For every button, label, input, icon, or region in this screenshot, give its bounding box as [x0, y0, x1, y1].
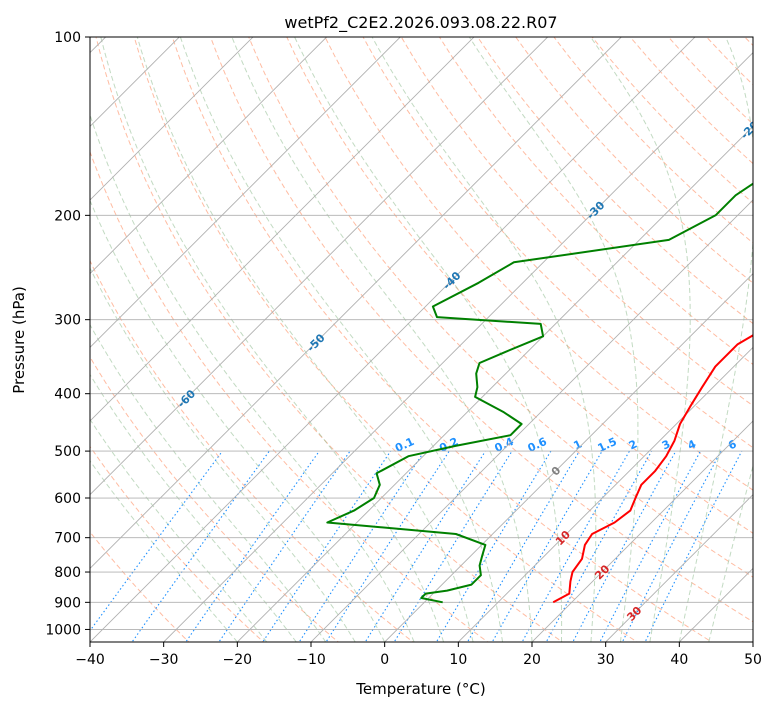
mixing-ratio-line [621, 450, 722, 642]
moist-adiabat-line [136, 37, 474, 642]
x-tick-label: −30 [149, 652, 179, 668]
dry-adiabat-line [90, 356, 339, 642]
moist-adiabat-line [294, 37, 563, 642]
isotherm-gridline [457, 346, 753, 642]
y-axis-ticks: 100 200 300 400 500 600 700 800 900 1000 [45, 30, 90, 638]
x-tick-label: 40 [670, 652, 688, 668]
mixing-ratio-line [466, 450, 580, 642]
isotherm-gridline [310, 199, 753, 642]
mixing-ratio-line [90, 450, 223, 632]
mixing-ratio-line [131, 450, 270, 642]
isotherm-gridline [90, 37, 254, 201]
isotherm-gridline [90, 37, 328, 275]
x-tick-label: −40 [75, 652, 105, 668]
mixing-ratio-line [325, 450, 450, 642]
mixing-ratio-line [393, 450, 513, 642]
y-tick-label: 200 [54, 208, 81, 224]
moist-adiabat-line [90, 373, 297, 642]
moist-adiabat-line [371, 37, 597, 642]
moist-adiabat-line [678, 37, 753, 642]
moist-adiabat-line [90, 460, 238, 642]
isotherm-gridline [90, 37, 549, 496]
series-layer [326, 182, 753, 604]
mixing-ratio-line [262, 450, 392, 642]
isotherm-gridline [163, 52, 753, 642]
x-axis-ticks: −40 −30 −20 −10 0 10 20 30 40 50 [75, 642, 762, 668]
isotherm-gridline [90, 37, 696, 642]
y-tick-label: 1000 [45, 622, 81, 638]
y-tick-label: 400 [54, 387, 81, 403]
moist-adiabat-line [590, 37, 691, 642]
isotherm-gridline [531, 420, 753, 642]
y-tick-label: 500 [54, 444, 81, 460]
mixing-ratio-line [364, 450, 486, 642]
x-axis-title: Temperature (°C) [355, 680, 485, 698]
y-tick-label: 900 [54, 595, 81, 611]
isotherm-gridline [90, 37, 401, 348]
moist-adiabat-line [90, 199, 386, 642]
x-tick-label: 0 [380, 652, 389, 668]
y-tick-label: 100 [54, 30, 81, 46]
mixing-ratio-line [298, 450, 425, 642]
dry-adiabat-line [362, 37, 753, 449]
x-tick-label: 20 [523, 652, 541, 668]
chart-title: wetPf2_C2E2.2026.093.08.22.R07 [284, 13, 557, 33]
grid-layer [90, 37, 753, 642]
y-tick-label: 800 [54, 565, 81, 581]
isotherm-gridline [90, 37, 622, 569]
mixing-ratio-line [218, 450, 351, 642]
x-tick-label: −20 [223, 652, 253, 668]
dry-adiabat-line [324, 37, 753, 491]
moist-adiabat-line [468, 37, 639, 642]
moist-adiabat-line [708, 464, 753, 642]
x-tick-label: 30 [597, 652, 615, 668]
x-tick-label: 50 [744, 652, 762, 668]
isotherm-gridline [90, 37, 475, 422]
moist-adiabat-line [231, 37, 533, 642]
y-tick-label: 700 [54, 531, 81, 547]
moist-adiabat-line [90, 323, 327, 642]
plot-area [90, 37, 753, 642]
y-axis-title: Pressure (hPa) [10, 286, 28, 394]
dry-adiabat-line [90, 150, 489, 642]
x-tick-label: −10 [296, 652, 326, 668]
dry-adiabat-line [95, 37, 564, 642]
isotherm-gridline [605, 494, 753, 642]
moist-adiabat-line [90, 418, 268, 642]
temperature-profile-line [552, 334, 753, 604]
mixing-ratio-line [185, 450, 320, 642]
isotherm-label: 40 [662, 639, 682, 659]
isotherm-gridline [236, 125, 753, 642]
y-tick-label: 600 [54, 491, 81, 507]
dry-adiabat-line [477, 37, 753, 325]
mixing-ratio-line [599, 450, 701, 642]
moist-adiabat-line [179, 37, 503, 642]
dry-adiabat-line [438, 37, 753, 365]
dry-adiabat-line [286, 37, 753, 534]
x-tick-label: 10 [449, 652, 467, 668]
mixing-ratio-line [572, 450, 677, 642]
moist-adiabat-line [90, 267, 356, 642]
plot-frame [89, 36, 754, 643]
dry-adiabat-line [90, 445, 265, 642]
dewpoint-profile-line [326, 182, 753, 604]
isotherm-gridline [384, 273, 753, 642]
y-tick-label: 300 [54, 313, 81, 329]
